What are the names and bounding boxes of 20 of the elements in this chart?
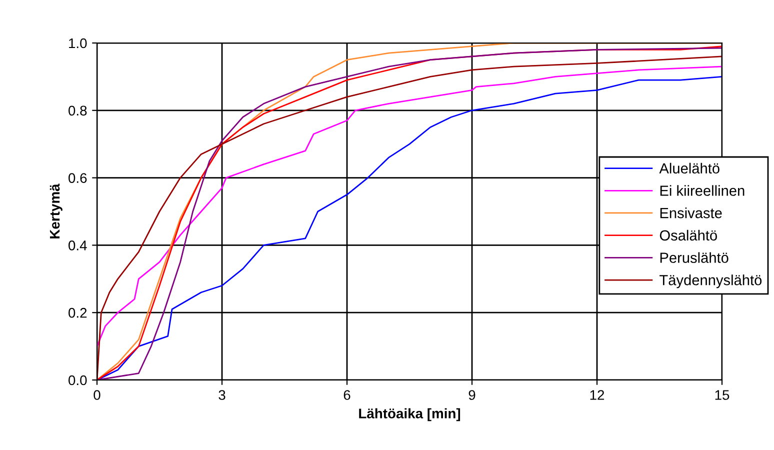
y-tick-label: 0.6 [68, 173, 87, 183]
x-axis-title: Lähtöaika [min] [359, 408, 460, 422]
y-tick-label: 0.2 [68, 308, 87, 318]
y-tick-label: 0.4 [68, 240, 87, 250]
x-tick-label: 3 [218, 390, 226, 400]
legend-label: Ensivaste [660, 208, 722, 218]
x-tick-label: 6 [344, 390, 350, 400]
x-tick-label: 0 [94, 390, 100, 400]
legend-label: Täydennyslähtö [660, 274, 762, 288]
legend-label: Ei kiireellinen [660, 185, 744, 196]
y-tick-label: 1.0 [69, 38, 87, 48]
legend-label: Aluelähtö [659, 162, 720, 174]
x-tick-label: 12 [590, 390, 604, 400]
x-tick-label: 15 [715, 390, 730, 400]
legend-label: Peruslähtö [660, 252, 728, 263]
y-axis-title: Kertymä [50, 184, 62, 238]
y-tick-label: 0.0 [68, 375, 87, 386]
legend-label: Osalähtö [660, 230, 717, 241]
x-tick-label: 9 [468, 390, 476, 400]
y-tick-label: 0.8 [68, 106, 87, 116]
